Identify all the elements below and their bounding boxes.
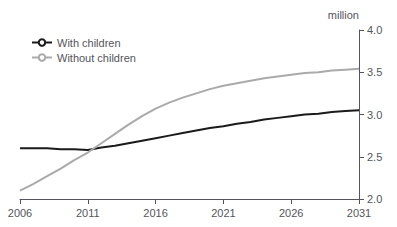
- svg-text:2026: 2026: [279, 207, 303, 219]
- svg-text:2.5: 2.5: [367, 151, 382, 163]
- svg-text:million: million: [328, 9, 359, 21]
- svg-text:2006: 2006: [8, 207, 32, 219]
- svg-text:2016: 2016: [143, 207, 167, 219]
- svg-text:4.0: 4.0: [367, 24, 382, 36]
- svg-text:2.0: 2.0: [367, 193, 382, 205]
- svg-text:3.5: 3.5: [367, 66, 382, 78]
- svg-text:2021: 2021: [211, 207, 235, 219]
- svg-text:With children: With children: [57, 37, 121, 49]
- svg-text:3.0: 3.0: [367, 109, 382, 121]
- svg-text:2011: 2011: [76, 207, 100, 219]
- svg-text:Without children: Without children: [57, 52, 136, 64]
- svg-text:2031: 2031: [347, 207, 371, 219]
